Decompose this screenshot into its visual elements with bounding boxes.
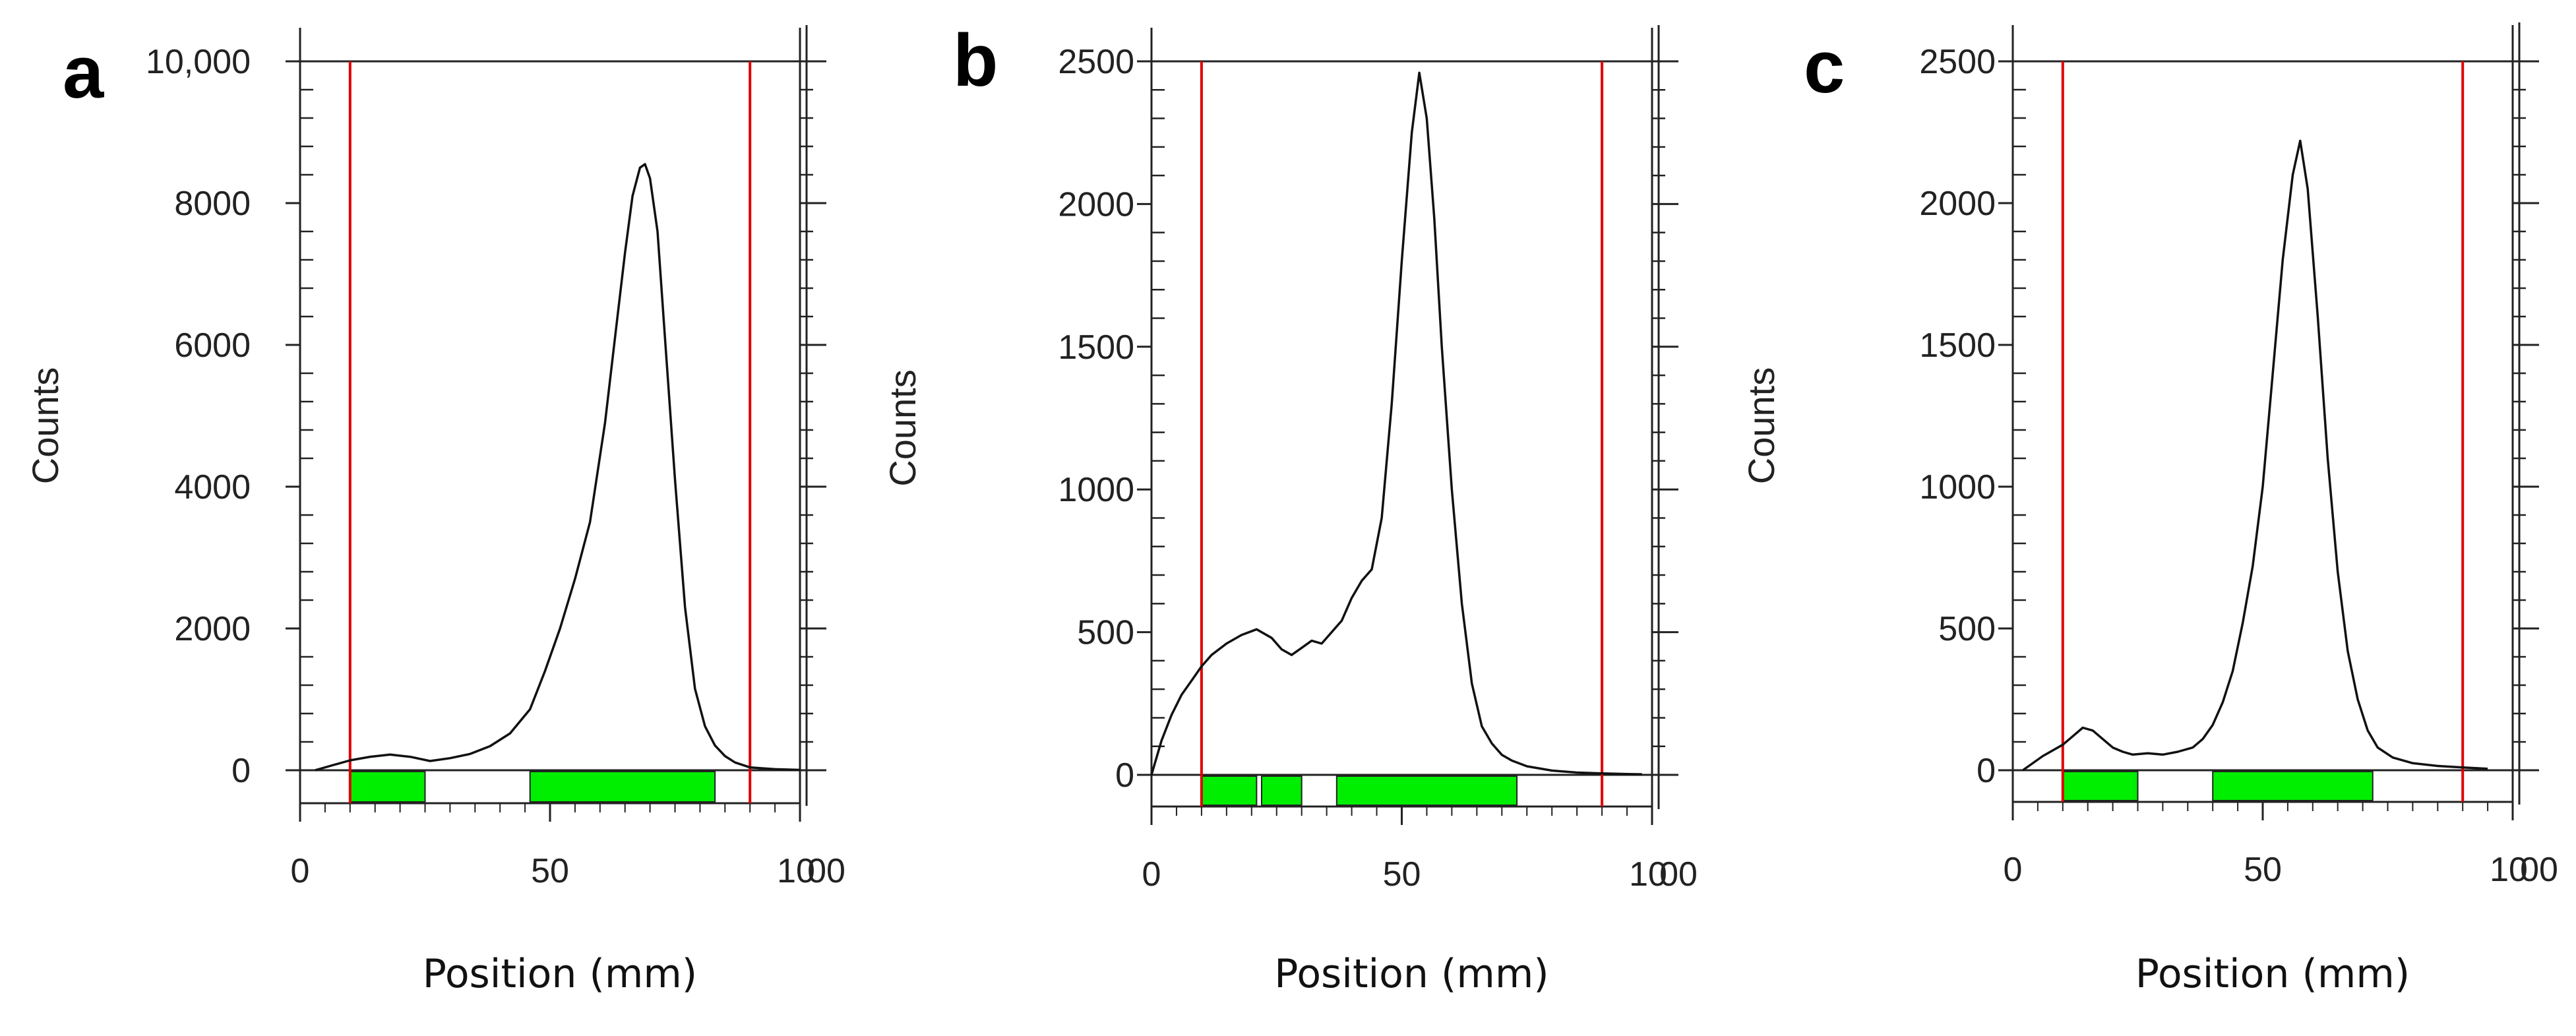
x-tick-label: 0 xyxy=(2004,851,2023,889)
y-tick-label: 2000 xyxy=(1919,185,1996,223)
y-tick-label: 10,000 xyxy=(146,43,251,81)
y-tick-label: 8000 xyxy=(174,185,251,223)
roi-region-bar xyxy=(2212,771,2374,801)
counts-profile-line xyxy=(1150,71,1642,776)
panel-a: a 0 2000 4000 6000 8000 10,000 Counts 0 50 1000 Pos… xyxy=(24,25,845,997)
panel-c: c 0 500 1000 1500 2000 2500 Counts 0 50 1000 Positi… xyxy=(1740,22,2558,997)
panel-letter-a: a xyxy=(63,31,104,113)
y-axis-label: Counts xyxy=(1740,367,1782,484)
roi-region-bar xyxy=(1260,776,1303,806)
y-tick-label: 0 xyxy=(1977,752,1996,790)
y-tick-label: 1000 xyxy=(1919,468,1996,506)
y-tick-label: 2000 xyxy=(1058,185,1134,224)
counts-profile-line xyxy=(2022,139,2488,772)
y-tick-label: 500 xyxy=(1938,610,1996,648)
x-axis-label: Position (mm) xyxy=(1274,951,1549,997)
y-tick-label: 0 xyxy=(1115,756,1134,795)
x-tick-label: 00 xyxy=(807,852,845,890)
x-tick-label: 10 xyxy=(1629,855,1667,894)
y-axis-label: Counts xyxy=(882,369,923,486)
roi-region-bar xyxy=(2062,771,2139,801)
y-tick-label: 1000 xyxy=(1058,471,1134,509)
y-tick-label: 0 xyxy=(231,752,251,790)
roi-region-bar xyxy=(1200,776,1258,806)
y-tick-label: 500 xyxy=(1077,614,1134,652)
panel-letter-c: c xyxy=(1804,26,1845,108)
y-axis-label: Counts xyxy=(24,367,66,484)
x-axis-label: Position (mm) xyxy=(423,951,697,997)
roi-region-bar xyxy=(529,771,716,803)
x-tick-label: 00 xyxy=(2520,851,2558,889)
y-tick-label: 2500 xyxy=(1919,43,1996,81)
x-tick-label: 0 xyxy=(291,852,310,890)
roi-region-bar xyxy=(1335,776,1518,806)
panel-b: b 0 500 1000 1500 2000 2500 Counts 0 50 1000 Positi… xyxy=(882,19,1698,997)
x-tick-label: 00 xyxy=(1659,855,1698,894)
roi-region-bar xyxy=(349,771,426,803)
x-tick-label: 10 xyxy=(777,852,815,890)
y-tick-label: 6000 xyxy=(174,326,251,365)
x-tick-label: 0 xyxy=(1142,855,1161,894)
y-tick-label: 4000 xyxy=(174,468,251,506)
x-tick-label: 50 xyxy=(1383,855,1421,894)
x-tick-label: 50 xyxy=(2244,851,2282,889)
panel-letter-b: b xyxy=(953,19,998,102)
x-tick-label: 50 xyxy=(531,852,569,890)
y-tick-label: 2000 xyxy=(174,610,251,648)
y-tick-label: 2500 xyxy=(1058,43,1134,81)
x-axis-label: Position (mm) xyxy=(2135,951,2410,997)
counts-profile-line xyxy=(315,163,801,772)
y-tick-label: 1500 xyxy=(1058,328,1134,367)
x-tick-label: 10 xyxy=(2490,851,2528,889)
y-tick-label: 1500 xyxy=(1919,326,1996,365)
